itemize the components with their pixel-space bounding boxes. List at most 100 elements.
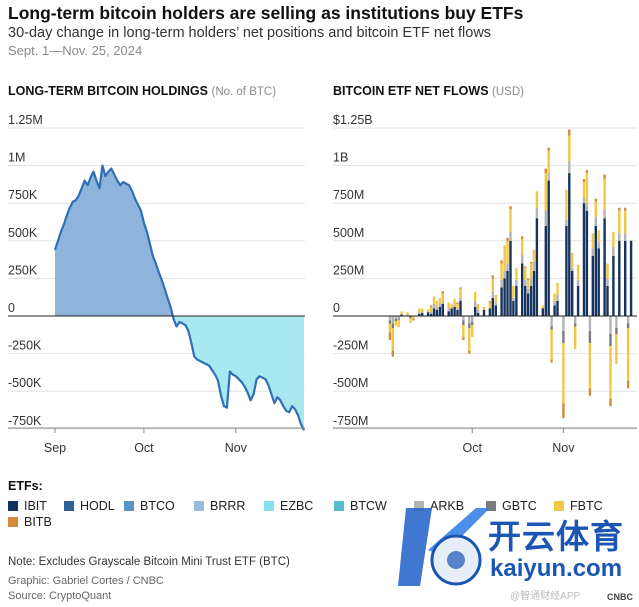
etf-bar-arkb: [571, 267, 574, 271]
etf-bar-ibit: [541, 308, 544, 316]
etf-bar-arkb: [456, 308, 459, 310]
etf-bar-fbtc: [453, 298, 456, 305]
legend-swatch: [486, 501, 496, 511]
etf-bar-arkb: [453, 304, 456, 307]
etf-bar-fbtc: [544, 173, 547, 211]
etf-bar-arkb: [500, 279, 503, 288]
cnbc-logo: CNBC: [607, 592, 633, 602]
etf-bar-ibit: [532, 270, 536, 316]
etf-bar-bitb: [562, 403, 565, 419]
etf-bar-bitb: [521, 236, 524, 240]
legend-label: FBTC: [570, 499, 603, 513]
etf-bar-fbtc: [535, 191, 539, 208]
right-panel-title: BITCOIN ETF NET FLOWS (USD): [333, 84, 524, 98]
etf-bar-bitb: [441, 291, 444, 294]
etf-bar-fbtc: [618, 210, 621, 234]
legend-swatch: [124, 501, 134, 511]
watermark: 开云体育 kaiyun.com @智通财经APP CNBC: [398, 500, 633, 605]
etf-bar-ibit: [488, 308, 492, 316]
etf-bar-gbtc: [574, 323, 577, 327]
etf-bar-fbtc: [512, 285, 515, 298]
etf-bar-fbtc: [588, 343, 592, 389]
etf-bar-fbtc: [438, 298, 442, 304]
left-panel-title-text: LONG-TERM BITCOIN HOLDINGS: [8, 84, 208, 98]
etf-bar-fbtc: [547, 150, 550, 174]
etf-bar-arkb: [576, 279, 580, 286]
etf-bar-fbtc: [603, 179, 606, 210]
etf-bar-ibit: [597, 248, 600, 316]
etf-bar-ibit: [526, 293, 530, 316]
etf-bar-arkb: [603, 209, 606, 219]
etf-bar-ibit: [491, 298, 494, 316]
etf-bar-arkb: [624, 233, 627, 241]
etf-bar-ibit: [474, 307, 477, 316]
etf-bar-arkb: [588, 316, 592, 331]
etf-bar-gbtc: [394, 319, 397, 322]
etf-bar-arkb: [471, 316, 474, 322]
legend-label: EZBC: [280, 499, 314, 513]
etf-bar-bitb: [588, 388, 592, 396]
etf-bar-arkb: [526, 288, 530, 294]
etf-bar-arkb: [429, 311, 433, 314]
etf-bar-arkb: [591, 248, 594, 256]
etf-bar-fbtc: [509, 209, 512, 232]
etf-bar-arkb: [506, 263, 509, 271]
etf-bar-arkb: [388, 316, 392, 321]
etf-bar-fbtc: [441, 293, 444, 301]
legend-swatch: [194, 501, 204, 511]
etf-bar-ibit: [618, 240, 621, 316]
etf-bar-fbtc: [429, 307, 433, 312]
etf-bar-ibit: [432, 308, 436, 316]
etf-bar-fbtc: [576, 264, 580, 280]
legend-label: ARKB: [430, 499, 465, 513]
etf-bar-ibit: [418, 313, 421, 316]
etf-bar-fbtc: [491, 278, 494, 292]
etf-bar-gbtc: [409, 316, 412, 319]
etf-bar-ibit: [421, 313, 424, 316]
etf-bar-bitb: [468, 350, 471, 354]
etf-bar-ibit: [565, 225, 568, 316]
etf-bar-arkb: [435, 307, 439, 310]
etf-bar-ibit: [629, 240, 633, 316]
etf-bar-ibit: [435, 310, 439, 316]
etf-bar-bitb: [529, 261, 533, 264]
etf-bar-ibit: [544, 225, 547, 316]
etf-bar-ibit: [594, 225, 597, 316]
left-panel-unit: (No. of BTC): [211, 86, 277, 98]
etf-bar-fbtc: [515, 267, 518, 280]
legend-label: GBTC: [502, 499, 537, 513]
etf-bar-fbtc: [388, 323, 392, 333]
watermark-small-text: @智通财经APP: [510, 591, 581, 602]
etf-bar-fbtc: [503, 245, 506, 271]
etf-bar-gbtc: [397, 318, 400, 320]
etf-bar-arkb: [468, 316, 471, 324]
etf-bar-gbtc: [562, 331, 565, 343]
left-y-tick-label: -500K: [8, 376, 42, 390]
etf-bar-arkb: [597, 242, 600, 249]
etf-bar-fbtc: [468, 328, 471, 351]
legend-item-ezbc: EZBC: [264, 499, 313, 513]
etf-bar-fbtc: [406, 312, 409, 315]
right-x-tick-label: Oct: [463, 441, 483, 455]
etf-bar-arkb: [421, 311, 424, 313]
etf-bar-fbtc: [553, 293, 556, 301]
chart-subtitle: 30-day change in long-term holders’ net …: [8, 25, 492, 41]
etf-bar-ibit: [482, 310, 486, 316]
etf-bar-ibit: [426, 312, 430, 316]
etf-bar-ibit: [447, 311, 450, 316]
left-y-tick-label: 1M: [8, 151, 25, 165]
etf-bar-arkb: [391, 316, 394, 324]
etf-bar-fbtc: [450, 304, 453, 309]
etf-bar-ibit: [509, 240, 512, 316]
etf-bar-arkb: [615, 316, 618, 328]
etf-bar-bitb: [388, 332, 392, 340]
etf-bar-ibit: [453, 307, 456, 316]
etf-bar-ibit: [512, 301, 515, 316]
etf-bar-bitb: [456, 302, 459, 304]
etf-bar-arkb: [594, 216, 597, 226]
etf-bar-fbtc: [532, 249, 536, 262]
left-y-tick-label: 750K: [8, 188, 38, 202]
etf-bar-arkb: [565, 219, 568, 226]
etf-bar-fbtc: [391, 328, 394, 351]
etf-bar-arkb: [612, 246, 615, 256]
